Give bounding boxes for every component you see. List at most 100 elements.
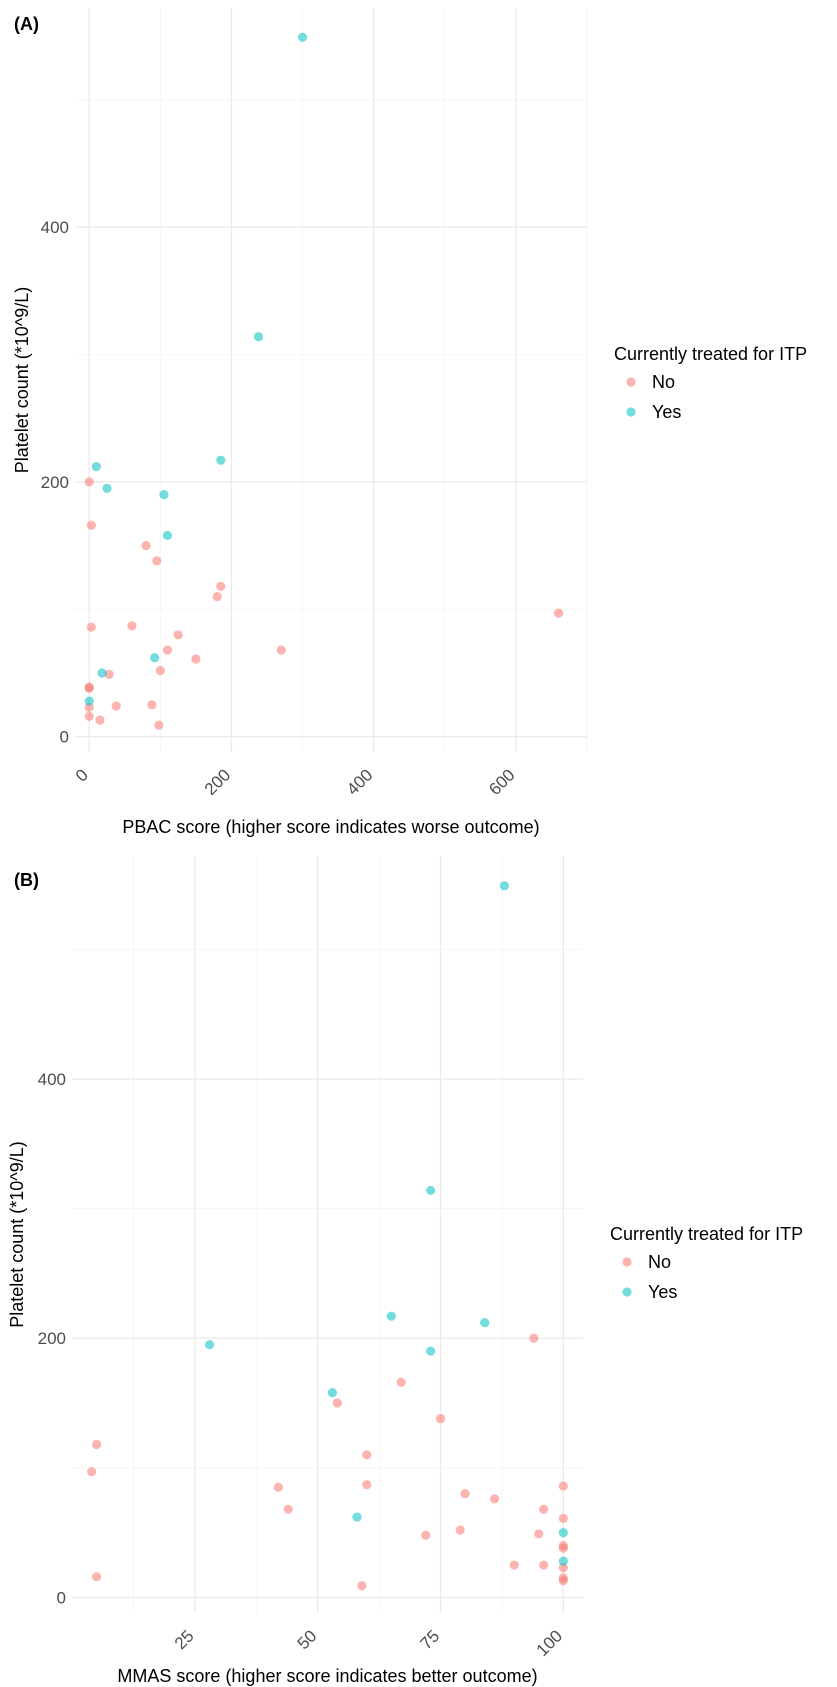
data-point-yes [91, 462, 101, 472]
data-point-no [216, 581, 226, 591]
data-point-yes [204, 1340, 215, 1350]
y-tick-label: 0 [57, 1588, 66, 1607]
data-point-no [558, 1481, 568, 1491]
x-tick-label: 75 [417, 1626, 444, 1653]
data-point-no [91, 1572, 102, 1582]
data-point-no [173, 630, 183, 640]
data-point-yes [253, 332, 264, 342]
data-point-no [534, 1529, 544, 1539]
data-point-no [152, 556, 162, 566]
legend-key-yes [622, 1287, 632, 1297]
x-tick-label: 50 [294, 1626, 321, 1653]
legend-label-no: No [648, 1252, 671, 1272]
x-tick-label: 200 [201, 765, 234, 798]
data-point-no [362, 1450, 372, 1460]
panel-label: (A) [14, 14, 39, 34]
data-point-yes [558, 1556, 568, 1566]
legend-key-no [626, 377, 636, 387]
data-point-no [421, 1530, 431, 1540]
data-point-no [212, 591, 222, 602]
y-tick-label: 400 [41, 218, 69, 237]
data-point-no [362, 1480, 372, 1490]
y-tick-label: 0 [60, 728, 69, 747]
data-point-no [558, 1563, 568, 1573]
data-point-yes [162, 530, 173, 541]
data-point-no [104, 669, 114, 679]
data-point-no [435, 1413, 446, 1424]
x-axis-title: MMAS score (higher score indicates bette… [117, 1666, 537, 1686]
data-point-yes [426, 1185, 436, 1196]
data-point-no [396, 1377, 406, 1387]
data-point-no [154, 720, 164, 730]
legend-title: Currently treated for ITP [614, 344, 807, 364]
x-tick-label: 400 [343, 765, 376, 798]
data-point-no [273, 1482, 283, 1492]
data-point-no [84, 477, 94, 487]
y-tick-label: 200 [41, 473, 69, 492]
panel-label: (B) [14, 870, 39, 890]
data-point-yes [352, 1512, 362, 1522]
data-point-no [276, 645, 286, 655]
data-point-no [539, 1504, 549, 1514]
data-point-yes [102, 483, 112, 493]
data-point-no [141, 541, 151, 551]
y-tick-label: 200 [38, 1329, 66, 1348]
x-tick-label: 600 [485, 765, 518, 798]
data-point-yes [426, 1346, 436, 1356]
data-point-yes [159, 490, 169, 500]
legend-label-no: No [652, 372, 675, 392]
data-point-no [489, 1494, 500, 1504]
data-point-no [558, 1513, 568, 1523]
data-point-no [332, 1398, 342, 1408]
data-point-no [84, 683, 94, 693]
data-point-no [91, 1439, 102, 1450]
data-point-no [553, 608, 564, 618]
data-point-no [529, 1333, 539, 1343]
y-tick-label: 400 [38, 1070, 66, 1089]
data-point-yes [327, 1388, 338, 1398]
data-point-no [84, 711, 94, 721]
data-point-no [155, 665, 165, 676]
data-point-no [86, 520, 96, 530]
data-point-no [455, 1525, 465, 1535]
data-point-no [357, 1581, 367, 1591]
panel-b: (B) 25 50 75 100 0 200 400 MMAS score (higher sc… [7, 856, 803, 1686]
data-point-no [95, 715, 105, 725]
data-point-no [147, 700, 157, 710]
data-point-no [111, 701, 121, 711]
data-point-yes [84, 696, 94, 706]
data-point-no [460, 1489, 470, 1499]
x-axis-title: PBAC score (higher score indicates worse… [122, 817, 539, 837]
y-axis-title: Platelet count (*10^9/L) [7, 1141, 27, 1328]
y-axis-title: Platelet count (*10^9/L) [12, 287, 32, 474]
data-point-yes [480, 1318, 490, 1328]
data-point-yes [499, 881, 509, 891]
data-point-yes [297, 32, 308, 42]
data-point-no [191, 654, 201, 664]
data-point-no [87, 1467, 97, 1477]
data-point-no [283, 1504, 293, 1514]
legend-title: Currently treated for ITP [610, 1224, 803, 1244]
data-point-yes [97, 668, 107, 678]
data-point-yes [150, 653, 160, 663]
data-point-no [86, 622, 96, 632]
data-point-yes [386, 1311, 396, 1321]
data-point-no [127, 621, 137, 631]
data-point-no [558, 1575, 568, 1586]
data-point-no [539, 1560, 549, 1570]
data-point-yes [558, 1528, 568, 1538]
legend-key-yes [626, 407, 636, 417]
data-point-no [509, 1560, 519, 1570]
x-tick-label: 25 [171, 1626, 198, 1653]
legend-label-yes: Yes [648, 1282, 677, 1302]
data-point-no [84, 702, 94, 713]
legend-key-no [622, 1257, 632, 1267]
x-tick-label: 0 [72, 765, 92, 785]
x-tick-label: 100 [533, 1626, 566, 1659]
panel-a: (A) 0 200 400 600 0 200 400 PBAC score (higher s… [12, 8, 807, 837]
data-point-no [558, 1543, 568, 1553]
legend-label-yes: Yes [652, 402, 681, 422]
data-point-yes [216, 455, 226, 465]
data-point-no [162, 645, 173, 655]
